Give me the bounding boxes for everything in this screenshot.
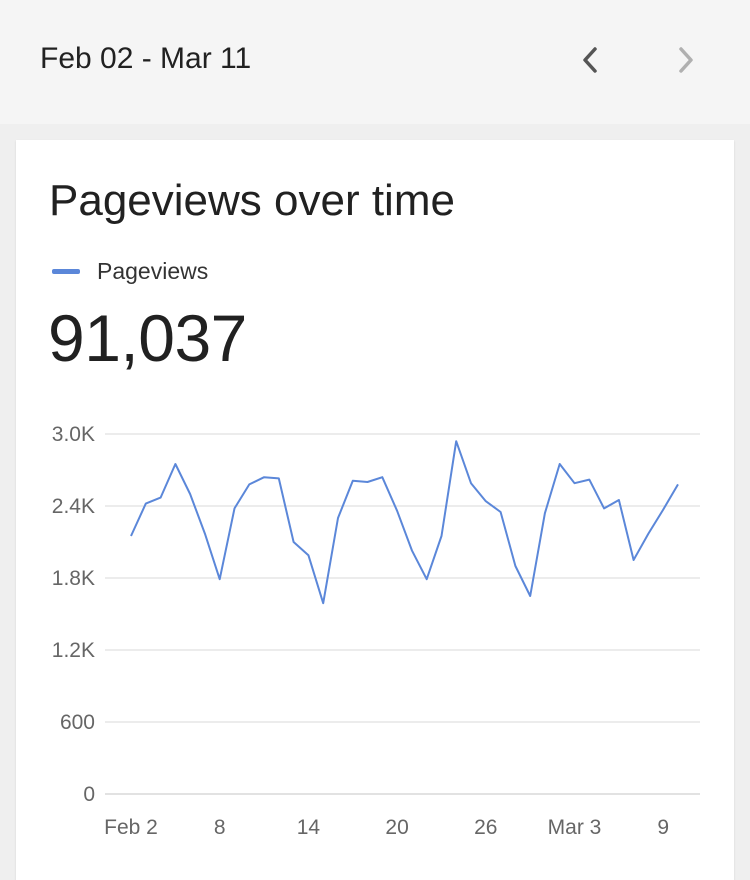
data-point[interactable] — [155, 492, 167, 504]
y-tick-label: 1.8K — [52, 567, 95, 590]
x-tick-label: 20 — [385, 816, 408, 839]
x-tick-label: 9 — [657, 816, 669, 839]
x-tick-label: 14 — [297, 816, 321, 839]
x-tick-label: 8 — [214, 816, 226, 839]
data-point[interactable] — [598, 502, 610, 514]
data-point[interactable] — [672, 478, 684, 490]
chevron-right-icon — [679, 47, 693, 73]
y-axis-ticks: 0 600 1.2K 1.8K 2.4K 3.0K — [52, 423, 95, 806]
chevron-left-icon — [583, 47, 597, 73]
data-point[interactable] — [169, 458, 181, 470]
previous-range-button[interactable] — [568, 38, 612, 82]
data-point[interactable] — [273, 472, 285, 484]
data-point[interactable] — [258, 471, 270, 483]
x-tick-label: Mar 3 — [548, 816, 602, 839]
x-tick-label: 26 — [474, 816, 497, 839]
data-point[interactable] — [199, 528, 211, 540]
data-point[interactable] — [140, 498, 152, 510]
y-tick-label: 1.2K — [52, 639, 95, 662]
x-tick-label: Feb 2 — [104, 816, 158, 839]
data-point[interactable] — [539, 507, 551, 519]
data-point[interactable] — [628, 554, 640, 566]
data-point[interactable] — [288, 536, 300, 548]
data-point[interactable] — [657, 504, 669, 516]
total-pageviews: 91,037 — [48, 301, 247, 375]
data-point[interactable] — [613, 494, 625, 506]
data-point[interactable] — [509, 560, 521, 572]
data-point[interactable] — [465, 477, 477, 489]
legend-swatch — [52, 269, 80, 274]
data-point[interactable] — [421, 573, 433, 585]
next-range-button[interactable] — [664, 38, 708, 82]
y-tick-label: 3.0K — [52, 423, 95, 446]
data-point[interactable] — [435, 530, 447, 542]
y-tick-label: 0 — [83, 783, 95, 806]
pageviews-card: Pageviews over time Pageviews 91,037 0 60… — [16, 140, 734, 880]
data-point[interactable] — [554, 458, 566, 470]
data-point[interactable] — [642, 528, 654, 540]
grid-lines — [105, 433, 700, 795]
data-point[interactable] — [524, 590, 536, 602]
data-point[interactable] — [495, 506, 507, 518]
x-axis-ticks: Feb 2 8 14 20 26 Mar 3 9 — [104, 816, 669, 839]
y-tick-label: 600 — [60, 711, 95, 734]
data-point[interactable] — [480, 495, 492, 507]
data-point[interactable] — [376, 471, 388, 483]
pageviews-line-chart: 0 600 1.2K 1.8K 2.4K 3.0K Feb 2 8 14 20 26 Mar 3 9 — [52, 423, 700, 839]
date-range-label: Feb 02 - Mar 11 — [40, 42, 252, 75]
data-point[interactable] — [184, 488, 196, 500]
data-point[interactable] — [583, 474, 595, 486]
data-point[interactable] — [317, 597, 329, 609]
data-point[interactable] — [228, 502, 240, 514]
date-range-bar: Feb 02 - Mar 11 — [0, 0, 750, 124]
legend-label: Pageviews — [97, 258, 209, 284]
y-tick-label: 2.4K — [52, 495, 95, 518]
data-point[interactable] — [450, 435, 462, 447]
series-line-pageviews — [130, 440, 679, 605]
series-layer — [125, 435, 684, 609]
card-title: Pageviews over time — [49, 176, 455, 225]
chart-legend: Pageviews — [52, 258, 208, 285]
data-point[interactable] — [214, 573, 226, 585]
data-point[interactable] — [125, 530, 137, 542]
data-point[interactable] — [347, 475, 359, 487]
data-point[interactable] — [391, 505, 403, 517]
data-point[interactable] — [302, 549, 314, 561]
data-point[interactable] — [243, 478, 255, 490]
data-point[interactable] — [406, 544, 418, 556]
data-point[interactable] — [332, 512, 344, 524]
data-point[interactable] — [362, 476, 374, 488]
data-point[interactable] — [569, 477, 581, 489]
